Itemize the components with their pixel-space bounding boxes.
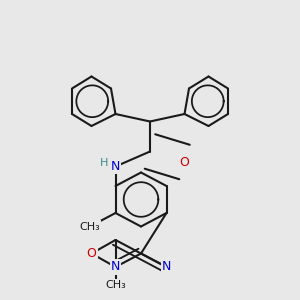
Text: N: N — [162, 260, 171, 274]
Text: O: O — [180, 155, 189, 169]
Text: H: H — [100, 158, 108, 168]
Text: CH₃: CH₃ — [105, 280, 126, 290]
Text: N: N — [111, 160, 120, 173]
Text: O: O — [87, 247, 96, 260]
Text: CH₃: CH₃ — [80, 221, 100, 232]
Text: N: N — [111, 260, 120, 274]
